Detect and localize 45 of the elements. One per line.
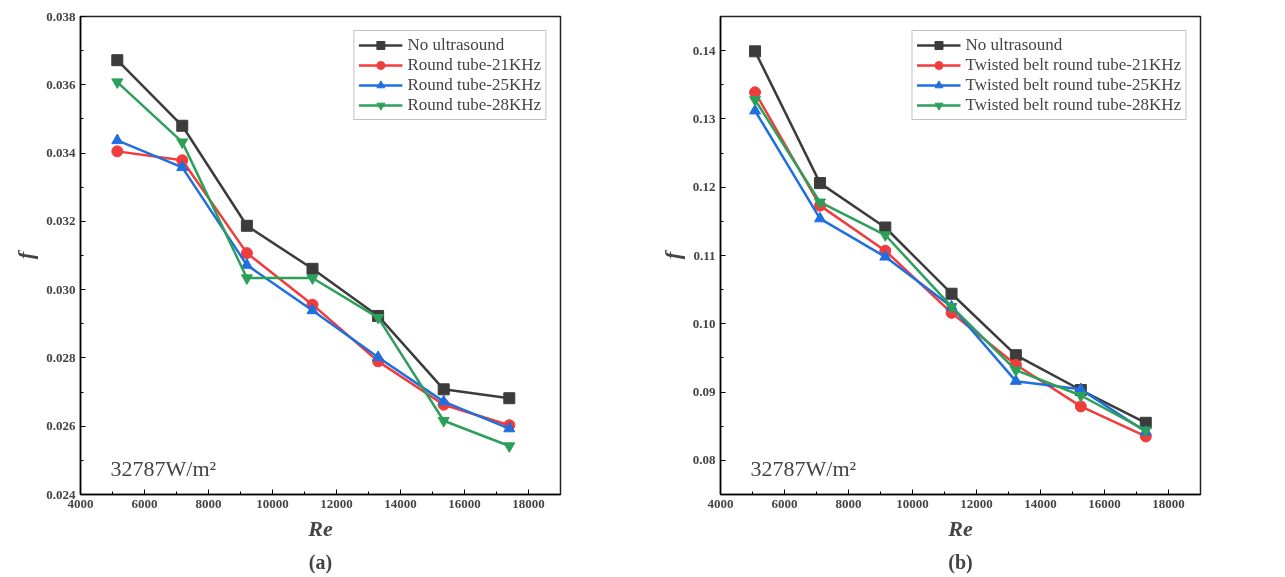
x-tick-label: 6000 xyxy=(771,495,798,511)
x-tick-label: 18000 xyxy=(1152,495,1185,511)
y-tick-label: 0.09 xyxy=(692,384,716,400)
x-tick-label: 4000 xyxy=(707,495,734,511)
x-tick-label: 6000 xyxy=(131,495,158,511)
legend-label: Twisted belt round tube-28KHz xyxy=(965,95,1181,115)
legend-label: Twisted belt round tube-25KHz xyxy=(965,75,1181,95)
legend-label: Round tube-21KHz xyxy=(407,55,541,75)
y-tick-label: 0.12 xyxy=(692,179,716,195)
text: (b) xyxy=(948,550,973,574)
y-tick-label: 0.028 xyxy=(46,349,76,365)
x-tick-label: 8000 xyxy=(195,495,222,511)
text: (a) xyxy=(308,550,333,574)
x-tick-label: 18000 xyxy=(512,495,545,511)
x-axis-title: Re xyxy=(947,515,973,541)
x-tick-label: 14000 xyxy=(384,495,417,511)
y-axis-title: f xyxy=(13,249,39,260)
y-tick-label: 0.026 xyxy=(46,418,76,434)
y-tick-label: 0.038 xyxy=(46,8,76,24)
annotation: 32787W/m² xyxy=(750,455,857,481)
y-tick-label: 0.14 xyxy=(692,42,716,58)
x-tick-label: 12000 xyxy=(960,495,993,511)
x-tick-label: 8000 xyxy=(835,495,862,511)
x-tick-label: 14000 xyxy=(1024,495,1057,511)
y-tick-label: 0.13 xyxy=(692,110,716,126)
x-tick-label: 16000 xyxy=(448,495,481,511)
legend-label: Round tube-28KHz xyxy=(407,95,541,115)
annotation: 32787W/m² xyxy=(110,455,217,481)
legend-label: No ultrasound xyxy=(965,35,1063,55)
legend-label: Twisted belt round tube-21KHz xyxy=(965,55,1181,75)
y-tick-label: 0.032 xyxy=(46,213,76,229)
y-tick-label: 0.08 xyxy=(692,452,716,468)
y-tick-label: 0.10 xyxy=(692,315,716,331)
y-tick-label: 0.030 xyxy=(46,281,76,297)
legend-label: No ultrasound xyxy=(407,35,505,55)
x-axis-title: Re xyxy=(307,515,333,541)
x-tick-label: 10000 xyxy=(896,495,929,511)
x-tick-label: 10000 xyxy=(256,495,289,511)
x-tick-label: 12000 xyxy=(320,495,353,511)
y-tick-label: 0.11 xyxy=(693,247,716,263)
y-axis-title: f xyxy=(659,249,685,260)
y-tick-label: 0.036 xyxy=(46,76,76,92)
x-tick-label: 16000 xyxy=(1088,495,1121,511)
y-tick-label: 0.034 xyxy=(46,145,76,161)
legend-label: Round tube-25KHz xyxy=(407,75,541,95)
